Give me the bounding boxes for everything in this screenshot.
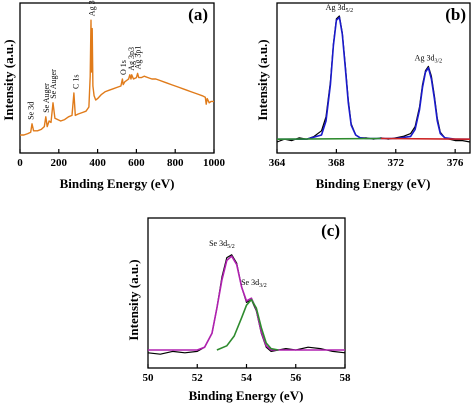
x-tick-label: 52 — [192, 372, 204, 384]
x-tick-label: 58 — [340, 372, 352, 384]
panel-b-y-axis-title: Intensity (a.u.) — [255, 39, 270, 120]
x-tick-label: 50 — [143, 372, 155, 384]
panel-a-x-axis-title: Binding Energy (eV) — [60, 176, 175, 191]
panel-c-frame — [147, 217, 346, 369]
peak-label: Ag 3p1 — [134, 46, 143, 70]
peak-label-subscript: 3/2 — [259, 283, 267, 289]
peak-label-subscript: 5/2 — [345, 8, 353, 14]
peak-label: Ag 3d3/2 — [415, 53, 442, 64]
series-line-component-2 — [216, 298, 279, 351]
panel-c-x-axis-title: Binding Energy (eV) — [189, 388, 304, 403]
peak-label-text: Ag 3d — [326, 3, 346, 12]
panel-c-y-axis-title: Intensity (a.u.) — [126, 259, 141, 340]
panel-a-letter: (a) — [188, 5, 208, 24]
series-line-fit — [148, 255, 345, 351]
series-line-raw — [276, 15, 471, 143]
panel-b-ag3d-spectrum: 364 368 372 376 Ag 3d5/2Ag 3d3/2 (b) Bindin… — [255, 2, 471, 191]
peak-label: C 1s — [71, 75, 80, 89]
panel-a-y-axis-title: Intensity (a.u.) — [1, 39, 16, 120]
x-tick-label: 1000 — [203, 157, 226, 169]
x-tick-label: 54 — [241, 372, 253, 384]
peak-label: Se 3d — [27, 102, 36, 120]
series-line-spectrum — [20, 19, 214, 136]
peak-label: Se Auger — [42, 83, 51, 113]
x-tick-label: 800 — [167, 157, 184, 169]
peak-label: Ag 3d — [87, 0, 96, 16]
panel-b-frame — [276, 2, 471, 154]
panel-b-x-axis-title: Binding Energy (eV) — [316, 176, 431, 191]
peak-label: Se 3d5/2 — [209, 239, 235, 250]
peak-label: Ag 3d5/2 — [326, 3, 353, 14]
peak-label: Se Auger — [49, 69, 58, 99]
x-tick-label: 600 — [128, 157, 145, 169]
panel-b-peak-labels: Ag 3d5/2Ag 3d3/2 — [326, 3, 442, 64]
panel-c-x-ticks: 50 52 54 56 58 — [143, 364, 352, 384]
panel-c-letter: (c) — [321, 221, 340, 240]
peak-label: O 1s — [119, 60, 128, 75]
x-tick-label: 372 — [388, 157, 405, 169]
series-line-baseline-left — [276, 137, 381, 140]
series-line-baseline-right — [380, 137, 471, 140]
x-tick-label: 56 — [290, 372, 302, 384]
panel-a-plot-area — [20, 19, 214, 136]
peak-label-subscript: 5/2 — [227, 244, 235, 250]
series-line-fit — [277, 16, 470, 140]
x-tick-label: 376 — [447, 157, 464, 169]
panel-b-x-ticks: 364 368 372 376 — [269, 149, 464, 169]
x-tick-label: 364 — [269, 157, 286, 169]
peak-label-text: Se 3d — [209, 239, 227, 248]
peak-label-subscript: 3/2 — [434, 58, 442, 64]
x-tick-label: 0 — [17, 157, 23, 169]
panel-c-peak-labels: Se 3d5/2Se 3d3/2 — [209, 239, 267, 289]
panel-c-se3d-spectrum: 50 52 54 56 58 Se 3d5/2Se 3d3/2 (c) Binding … — [126, 217, 352, 403]
panel-b-plot-area — [276, 15, 471, 143]
panel-c-plot-area — [147, 254, 346, 355]
x-tick-label: 200 — [51, 157, 68, 169]
peak-label: Ag 3p3 — [127, 47, 136, 71]
x-tick-label: 368 — [328, 157, 345, 169]
peak-label-text: Se 3d — [241, 278, 259, 287]
panel-a-frame — [19, 2, 215, 154]
x-tick-label: 400 — [89, 157, 106, 169]
panel-a-x-ticks: 0 200 400 600 800 1000 — [17, 149, 226, 169]
peak-label: Se 3d3/2 — [241, 278, 267, 289]
panel-b-letter: (b) — [445, 5, 466, 24]
peak-label-text: Ag 3d — [415, 53, 435, 62]
